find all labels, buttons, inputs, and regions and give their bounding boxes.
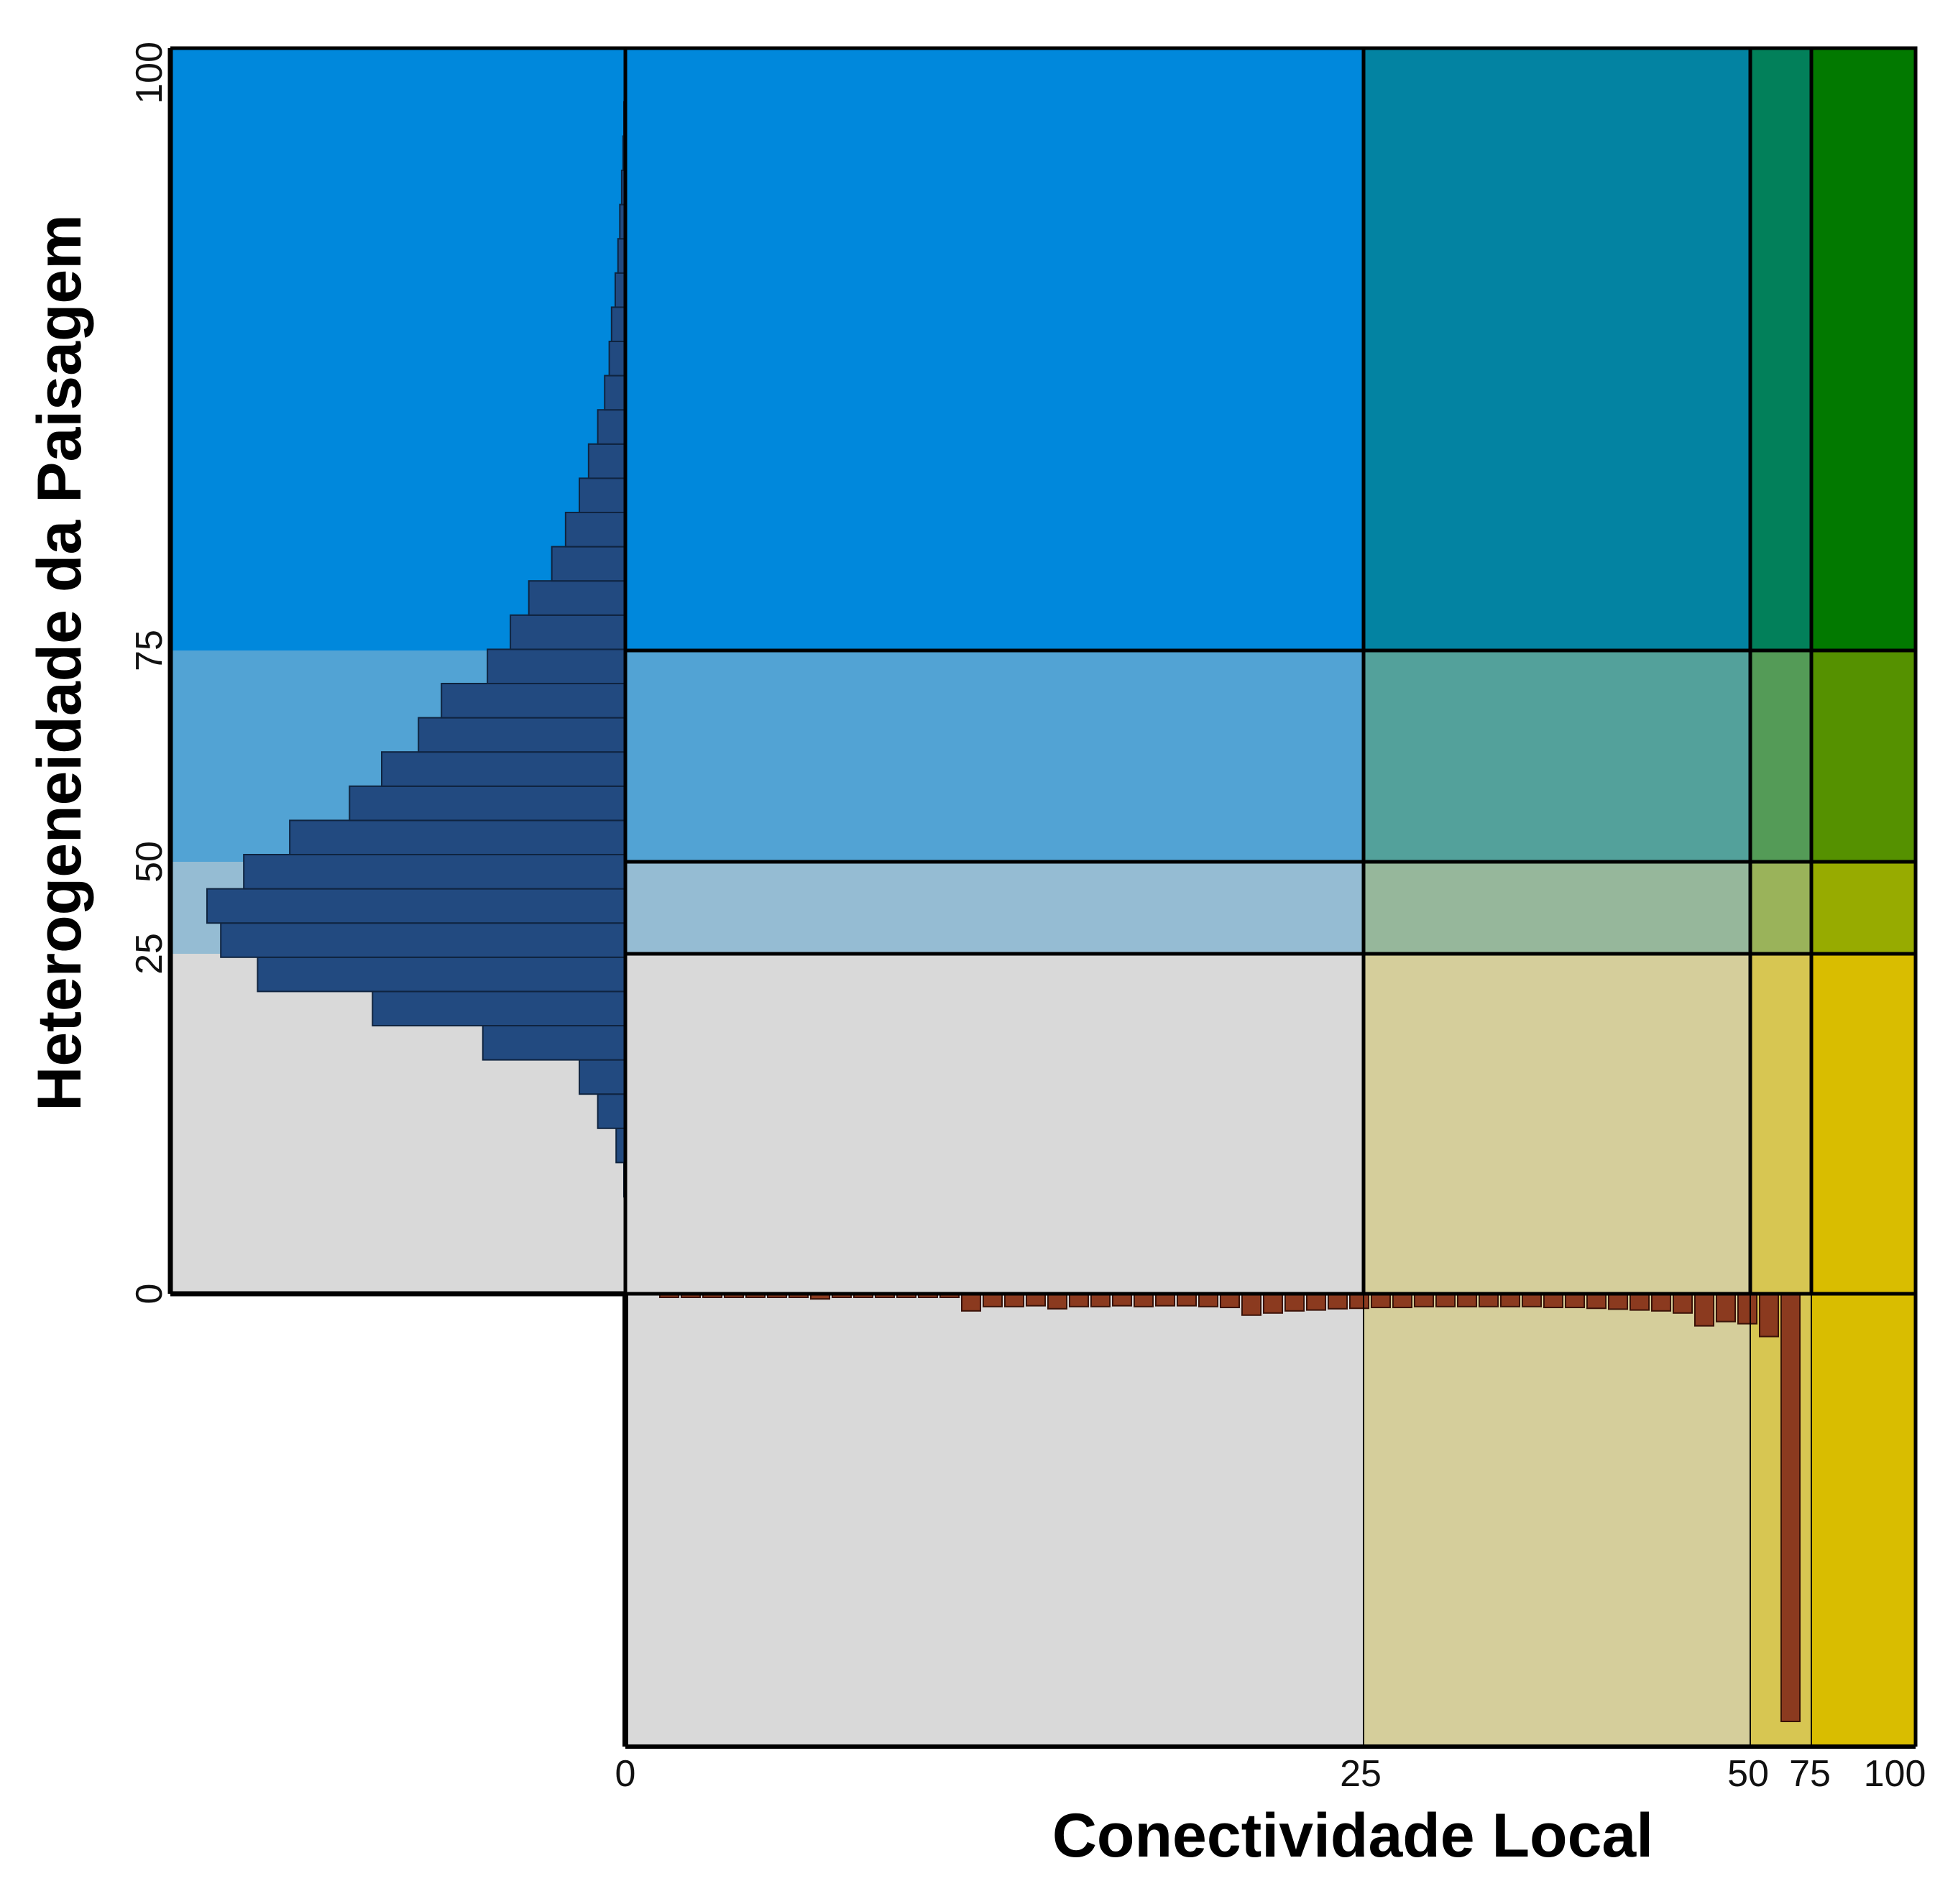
class-cell-h2-c3 bbox=[1750, 862, 1811, 954]
y-histogram-bar bbox=[257, 956, 626, 993]
y-tick-label: 75 bbox=[129, 630, 170, 671]
x-axis-title: Conectividade Local bbox=[1052, 1801, 1653, 1870]
y-tick-label: 25 bbox=[129, 933, 170, 975]
x-histogram-bar bbox=[1328, 1293, 1348, 1310]
class-cell-h1-c3 bbox=[1750, 954, 1811, 1294]
y-histogram-bar bbox=[418, 717, 626, 753]
y-histogram-bar bbox=[206, 888, 626, 924]
x-marginal-panel bbox=[625, 1294, 1916, 1747]
y-histogram-bar bbox=[510, 614, 626, 650]
x-histogram-bar bbox=[1047, 1293, 1067, 1310]
class-cell-h4-c2 bbox=[1364, 48, 1750, 650]
x-histogram-bar bbox=[1586, 1293, 1607, 1310]
x-histogram-bar bbox=[1435, 1293, 1456, 1307]
y-histogram-bar bbox=[381, 751, 626, 787]
x-tick-label: 0 bbox=[615, 1753, 636, 1795]
class-cell-h2-c1 bbox=[625, 862, 1364, 954]
y-histogram-bar bbox=[610, 306, 626, 342]
y-histogram-bar bbox=[482, 1025, 626, 1061]
x-histogram-bar bbox=[1651, 1293, 1671, 1312]
x-histogram-bar bbox=[1306, 1293, 1326, 1311]
x-histogram-bar bbox=[1371, 1293, 1391, 1309]
x-histogram-bar bbox=[1608, 1293, 1628, 1310]
class-cell-h3-c1 bbox=[625, 650, 1364, 862]
y-axis-title: Heterogeneidade da Paisagem bbox=[25, 214, 94, 1110]
x-histogram-bar bbox=[1349, 1293, 1369, 1310]
y-histogram-bar bbox=[441, 683, 627, 719]
y-histogram-bar bbox=[551, 546, 627, 582]
x-tick-labels: 0 25 50 75 100 bbox=[615, 1753, 1926, 1795]
y-tick-label: 100 bbox=[129, 42, 170, 104]
x-histogram-bar bbox=[1457, 1293, 1477, 1307]
class-cell-h4-c4 bbox=[1811, 48, 1916, 650]
x-histogram-bar bbox=[1694, 1293, 1714, 1327]
y-histogram-bar bbox=[564, 512, 626, 548]
y-histogram-bar bbox=[487, 648, 627, 685]
x-histogram-bar bbox=[1220, 1293, 1240, 1309]
class-grid-lines bbox=[167, 46, 1918, 1749]
y-histogram-bar bbox=[587, 443, 626, 479]
y-histogram-bar bbox=[597, 1093, 627, 1129]
x-histogram-bar bbox=[1241, 1293, 1261, 1316]
x-panel-cell-c4 bbox=[1811, 1294, 1916, 1747]
x-panel-cell-c1 bbox=[625, 1294, 1364, 1747]
x-panel-cell-c2 bbox=[1364, 1294, 1750, 1747]
x-histogram-bar bbox=[1500, 1293, 1520, 1307]
y-histogram-bar bbox=[289, 819, 626, 856]
class-cell-h3-c3 bbox=[1750, 650, 1811, 862]
y-tick-label: 0 bbox=[129, 1284, 170, 1305]
y-histogram-bar bbox=[372, 990, 626, 1027]
main-panel-frame bbox=[623, 46, 1918, 1296]
x-histogram-bar bbox=[961, 1293, 981, 1312]
x-tick-label: 75 bbox=[1789, 1753, 1831, 1795]
y-histogram-bar bbox=[604, 374, 627, 411]
y-histogram-bar bbox=[528, 580, 627, 616]
x-histogram-bar bbox=[1737, 1293, 1757, 1325]
y-histogram-bar bbox=[579, 477, 626, 514]
x-histogram-bar bbox=[1284, 1293, 1305, 1312]
x-histogram-bar bbox=[1090, 1293, 1111, 1307]
y-panel-cell-h4 bbox=[170, 48, 625, 650]
x-histogram-bar bbox=[1004, 1293, 1024, 1307]
x-histogram-bar bbox=[1630, 1293, 1650, 1311]
class-cell-h1-c1 bbox=[625, 954, 1364, 1294]
class-cell-h2-c4 bbox=[1811, 862, 1916, 954]
y-histogram-bar bbox=[608, 341, 626, 377]
class-cell-h1-c2 bbox=[1364, 954, 1750, 1294]
class-cell-h3-c2 bbox=[1364, 650, 1750, 862]
y-tick-label: 50 bbox=[129, 841, 170, 883]
y-histogram bbox=[206, 101, 627, 1198]
x-histogram-bar bbox=[1134, 1293, 1154, 1307]
x-histogram-bar bbox=[1414, 1293, 1434, 1307]
class-cell-h3-c4 bbox=[1811, 650, 1916, 862]
x-histogram-bar bbox=[1759, 1293, 1779, 1338]
class-cell-h1-c4 bbox=[1811, 954, 1916, 1294]
x-histogram-bar bbox=[1543, 1293, 1563, 1309]
x-histogram-bar bbox=[1716, 1293, 1736, 1323]
x-histogram-bar bbox=[1565, 1293, 1585, 1309]
x-histogram-bar bbox=[1522, 1293, 1542, 1307]
x-tick-label: 100 bbox=[1864, 1753, 1926, 1795]
x-histogram-bar bbox=[1069, 1293, 1089, 1307]
y-histogram-bar bbox=[349, 785, 626, 822]
class-cell-h4-c1 bbox=[625, 48, 1364, 650]
x-tick-label: 50 bbox=[1727, 1753, 1769, 1795]
y-histogram-bar bbox=[220, 922, 626, 958]
class-cell-h4-c3 bbox=[1750, 48, 1811, 650]
x-histogram-bar bbox=[983, 1293, 1003, 1307]
x-tick-label: 25 bbox=[1340, 1753, 1382, 1795]
x-histogram-bar bbox=[1780, 1293, 1801, 1722]
y-histogram-bar bbox=[597, 409, 627, 445]
x-histogram-bar bbox=[1673, 1293, 1693, 1314]
x-histogram-bar bbox=[1198, 1293, 1218, 1307]
x-histogram-bar bbox=[1479, 1293, 1499, 1307]
y-tick-labels: 0 25 50 75 100 bbox=[129, 42, 170, 1304]
y-histogram-bar bbox=[579, 1059, 626, 1095]
main-class-grid bbox=[625, 48, 1916, 1294]
y-histogram-bar bbox=[243, 854, 626, 890]
x-histogram-bar bbox=[1392, 1293, 1412, 1309]
class-cell-h2-c2 bbox=[1364, 862, 1750, 954]
x-histogram-bar bbox=[1263, 1293, 1283, 1314]
